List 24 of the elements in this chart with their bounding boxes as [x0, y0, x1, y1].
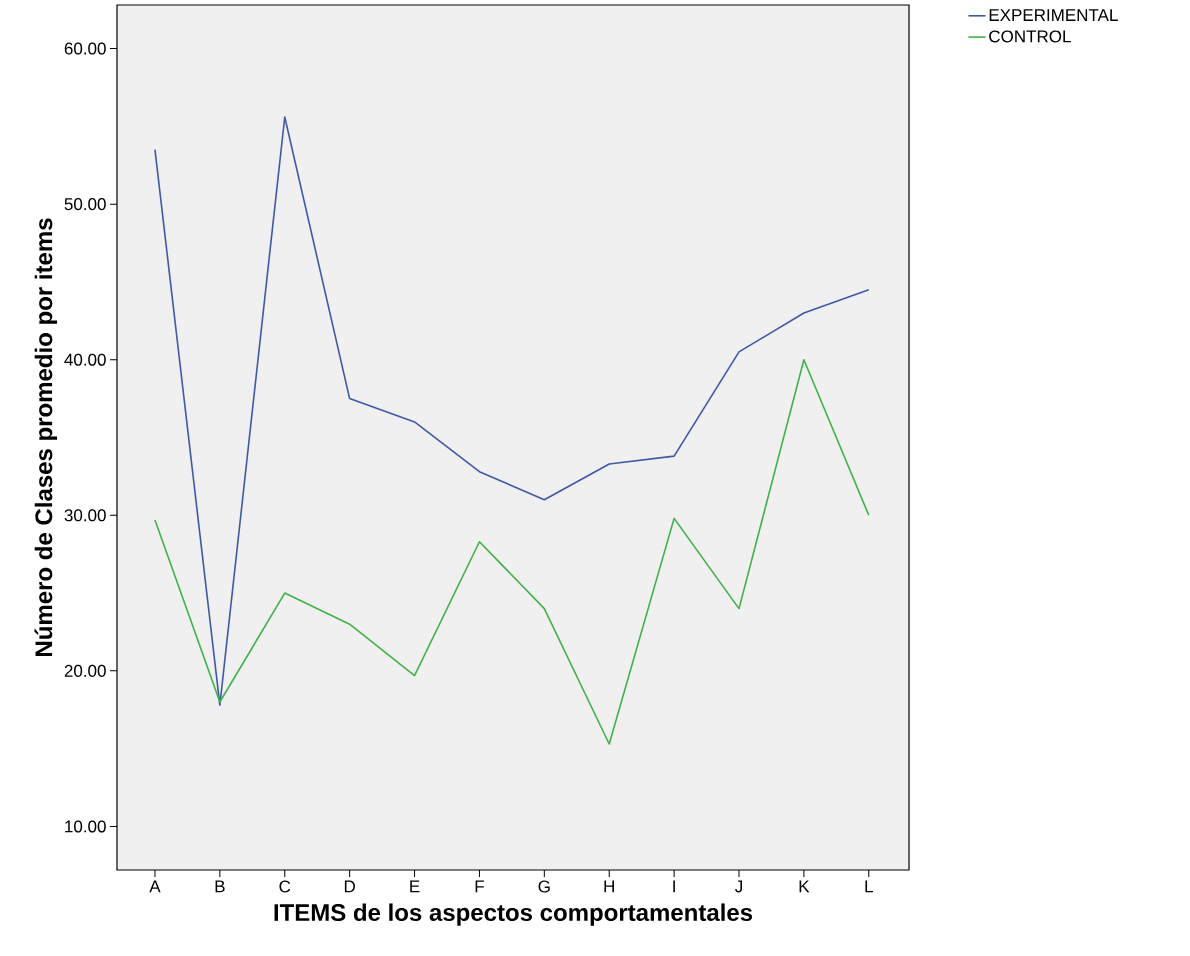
x-tick-label: K — [799, 880, 810, 893]
legend-label: CONTROL — [989, 30, 1071, 43]
y-tick-label: 30.00 — [64, 509, 106, 522]
x-tick-label: A — [149, 880, 161, 893]
y-tick-label: 20.00 — [64, 664, 106, 677]
x-tick-label: F — [475, 880, 484, 893]
line-series — [154, 116, 870, 706]
x-tick-label: E — [410, 880, 420, 893]
x-tick-label: C — [279, 880, 291, 893]
x-tick-label: D — [344, 880, 355, 893]
y-tick-label: 50.00 — [64, 198, 106, 211]
x-axis-title: ITEMS de los aspectos comportamentales — [274, 903, 753, 926]
y-tick-label: 40.00 — [64, 353, 106, 366]
x-tick-label: H — [604, 880, 614, 893]
legend-label: EXPERIMENTAL — [989, 9, 1118, 21]
y-tick-label: 10.00 — [65, 820, 106, 833]
x-tick-label: L — [865, 880, 873, 893]
x-tick-label: G — [538, 880, 550, 893]
line-series — [154, 358, 870, 745]
y-tick-label: 60.00 — [64, 42, 106, 55]
x-tick-label: I — [673, 880, 675, 893]
x-tick-label: B — [215, 880, 225, 893]
y-axis-title: Número de Clases promedio por items — [34, 218, 58, 656]
x-tick-label: J — [735, 880, 742, 893]
